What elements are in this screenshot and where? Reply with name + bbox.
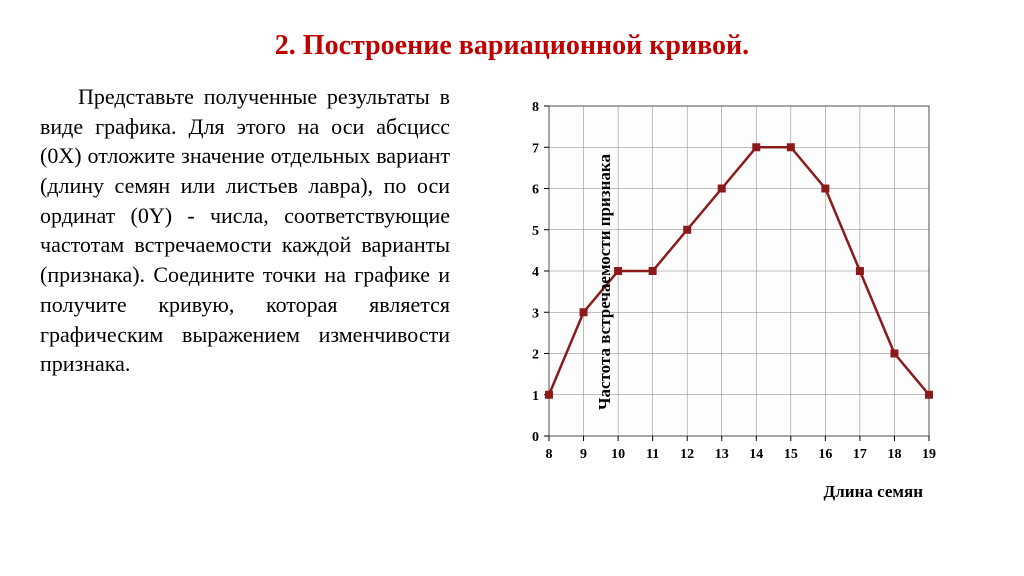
svg-text:4: 4 (532, 265, 539, 280)
svg-text:8: 8 (546, 447, 553, 462)
svg-text:14: 14 (749, 447, 763, 462)
svg-text:9: 9 (580, 447, 587, 462)
svg-text:17: 17 (853, 447, 867, 462)
svg-text:8: 8 (532, 100, 539, 115)
x-axis-label: Длина семян (824, 482, 923, 502)
svg-text:0: 0 (532, 430, 539, 445)
line-chart: 0123456788910111213141516171819 (501, 92, 943, 472)
page-title: 2. Построение вариационной кривой. (0, 0, 1024, 82)
svg-text:3: 3 (532, 306, 539, 321)
svg-text:19: 19 (922, 447, 936, 462)
svg-text:11: 11 (646, 447, 659, 462)
svg-text:13: 13 (715, 447, 729, 462)
chart-container: Частота встречаемости признака 012345678… (460, 82, 984, 472)
svg-text:6: 6 (532, 183, 539, 198)
body-paragraph: Представьте полученные результаты в виде… (40, 82, 460, 472)
svg-text:2: 2 (532, 348, 539, 363)
svg-text:5: 5 (532, 224, 539, 239)
svg-text:10: 10 (611, 447, 625, 462)
svg-text:1: 1 (532, 389, 539, 404)
svg-text:16: 16 (818, 447, 832, 462)
svg-text:7: 7 (532, 141, 539, 156)
svg-text:18: 18 (887, 447, 901, 462)
svg-text:15: 15 (784, 447, 798, 462)
content-row: Представьте полученные результаты в виде… (0, 82, 1024, 472)
chart-box: Частота встречаемости признака 012345678… (501, 92, 943, 472)
svg-text:12: 12 (680, 447, 694, 462)
y-axis-label: Частота встречаемости признака (595, 154, 615, 410)
